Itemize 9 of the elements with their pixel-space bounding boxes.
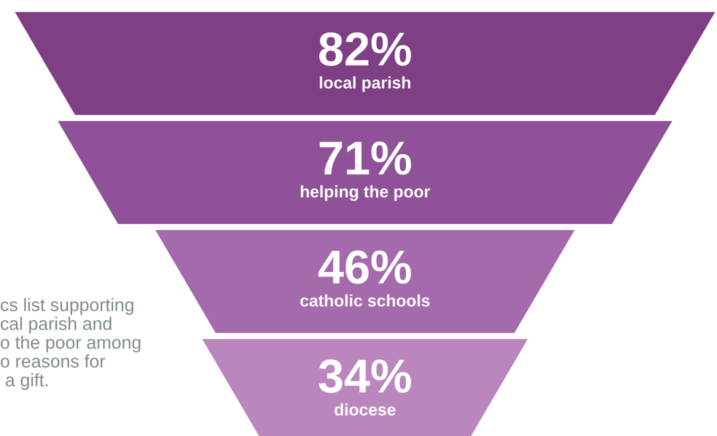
text: cs list supporting cal parish and o the poor among o reasons for a gift.: [0, 298, 140, 390]
category-label: catholic schools: [300, 294, 430, 307]
data-label: 82%: [319, 32, 412, 66]
data-label: 46%: [318, 250, 412, 284]
data-label: 34%: [318, 359, 412, 393]
data-label: 71%: [320, 142, 412, 175]
category-label: local parish: [320, 76, 410, 92]
category-label: diocese: [334, 403, 396, 416]
category-label: helping the poor: [300, 185, 430, 201]
